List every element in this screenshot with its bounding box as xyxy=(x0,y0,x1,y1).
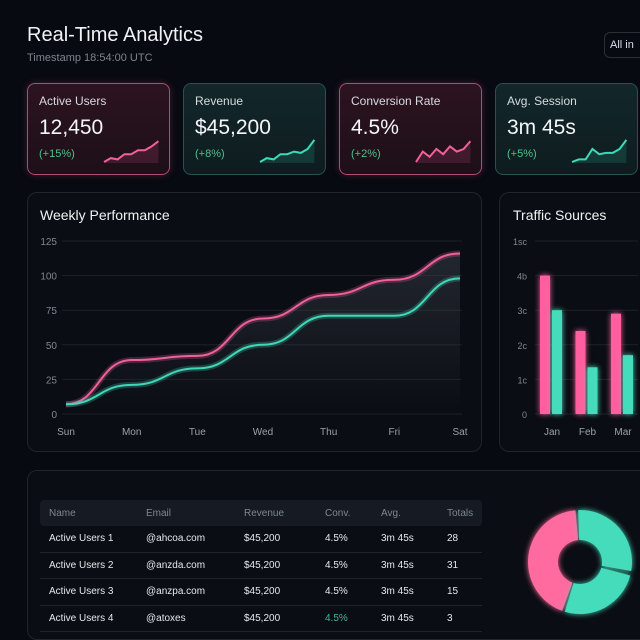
donut-slice-1 xyxy=(578,510,633,572)
table-row[interactable]: Active Users 1 @ahcoa.com $45,200 4.5% 3m 45… xyxy=(40,526,482,553)
sparkline xyxy=(571,139,627,163)
users-table: Name Email Revenue Conv. Avg. Totals Active Us… xyxy=(40,500,482,632)
bar-jan-0 xyxy=(540,275,550,414)
table-cell: @anzda.com xyxy=(146,559,206,571)
kpi-label: Revenue xyxy=(195,94,244,108)
timestamp: Timestamp 18:54:00 UTC xyxy=(27,52,153,64)
kpi-label: Active Users xyxy=(39,94,107,108)
x-tick-label: Mon xyxy=(122,427,141,438)
table-cell: 3m 45s xyxy=(381,612,414,624)
table-cell: Active Users 3 xyxy=(49,586,114,598)
column-header[interactable]: Totals xyxy=(447,507,474,519)
y-tick-label: 2c xyxy=(517,341,527,351)
table-cell: 4.5% xyxy=(325,533,348,545)
table-row[interactable]: Active Users 2 @anzda.com $45,200 4.5% 3m 45… xyxy=(40,553,482,579)
kpi-change: (+8%) xyxy=(195,148,225,160)
x-tick-label: Fri xyxy=(388,427,400,438)
x-tick-label: Tue xyxy=(189,427,206,438)
kpi-value: 12,450 xyxy=(39,116,104,139)
x-tick-label: Sat xyxy=(452,427,467,438)
x-tick-label: Wed xyxy=(253,427,273,438)
sparkline xyxy=(259,139,315,163)
series-line-0 xyxy=(65,252,461,406)
donut-slice-2 xyxy=(564,567,631,614)
bar-feb-1 xyxy=(587,367,598,414)
table-cell: 31 xyxy=(447,559,459,571)
sparkline xyxy=(415,140,471,163)
table-cell: Active Users 1 xyxy=(49,533,114,545)
y-tick-label: 25 xyxy=(46,375,58,386)
filter-dropdown[interactable]: All in xyxy=(604,32,640,58)
y-tick-label: 4b xyxy=(517,272,527,282)
table-row[interactable]: Active Users 4 @atoxes $45,200 4.5% 3m 45s 3 xyxy=(40,606,482,632)
table-cell: @anzpa.com xyxy=(146,586,206,598)
table-cell: $45,200 xyxy=(244,533,281,545)
y-tick-label: 1sc xyxy=(513,237,528,247)
y-tick-label: 50 xyxy=(46,341,58,352)
bar-jan-1 xyxy=(552,310,562,414)
kpi-change: (+15%) xyxy=(39,148,75,160)
table-cell: 3m 45s xyxy=(381,533,414,545)
bar-mar-0 xyxy=(611,313,621,414)
kpi-value: 4.5% xyxy=(351,116,399,139)
kpi-change: (+5%) xyxy=(507,148,537,160)
table-cell: 3m 45s xyxy=(381,559,414,571)
table-cell: @atoxes xyxy=(146,612,186,624)
table-cell: @ahcoa.com xyxy=(146,533,206,545)
table-cell: Active Users 4 xyxy=(49,612,114,624)
table-cell: $45,200 xyxy=(244,612,281,624)
y-tick-label: 0 xyxy=(522,410,527,420)
table-cell: 4.5% xyxy=(325,586,348,598)
y-tick-label: 1c xyxy=(517,375,527,385)
page-title: Real-Time Analytics xyxy=(27,24,203,46)
table-cell: 3m 45s xyxy=(381,586,414,598)
table-cell: $45,200 xyxy=(244,586,281,598)
kpi-label: Avg. Session xyxy=(507,94,577,108)
table-row[interactable]: Active Users 3 @anzpa.com $45,200 4.5% 3m 45… xyxy=(40,579,482,606)
column-header[interactable]: Conv. xyxy=(325,507,351,519)
table-cell: 4.5% xyxy=(325,559,348,571)
x-tick-label: Mar xyxy=(614,427,632,438)
y-tick-label: 0 xyxy=(51,410,57,421)
column-header[interactable]: Email xyxy=(146,507,172,519)
kpi-change: (+2%) xyxy=(351,148,381,160)
column-header[interactable]: Avg. xyxy=(381,507,401,519)
kpi-value: 3m 45s xyxy=(507,116,576,139)
table-header: Name Email Revenue Conv. Avg. Totals xyxy=(40,500,482,526)
y-tick-label: 3c xyxy=(517,306,527,316)
area-fill xyxy=(66,253,460,414)
bar-mar-1 xyxy=(623,355,633,414)
table-cell: Active Users 2 xyxy=(49,559,114,571)
series-line-1 xyxy=(65,277,461,406)
x-tick-label: Feb xyxy=(579,427,597,438)
table-cell: $45,200 xyxy=(244,559,281,571)
table-cell: 28 xyxy=(447,533,459,545)
table-cell: 3 xyxy=(447,612,453,624)
column-header[interactable]: Revenue xyxy=(244,507,285,519)
weekly-performance-title: Weekly Performance xyxy=(40,207,170,223)
kpi-label: Conversion Rate xyxy=(351,94,441,108)
donut-slice-0 xyxy=(528,510,579,611)
traffic-sources-title: Traffic Sources xyxy=(513,207,607,223)
table-cell: 15 xyxy=(447,586,459,598)
kpi-card-active-users[interactable]: Active Users 12,450 (+15%) xyxy=(27,83,170,175)
y-tick-label: 75 xyxy=(46,306,58,317)
y-tick-label: 125 xyxy=(40,237,57,248)
x-tick-label: Jan xyxy=(544,427,560,438)
x-tick-label: Sun xyxy=(57,427,75,438)
kpi-card-avg-session[interactable]: Avg. Session 3m 45s (+5%) xyxy=(495,83,638,175)
y-tick-label: 100 xyxy=(40,272,57,283)
kpi-card-revenue[interactable]: Revenue $45,200 (+8%) xyxy=(183,83,326,175)
kpi-value: $45,200 xyxy=(195,116,271,139)
column-header[interactable]: Name xyxy=(49,507,76,519)
table-cell: 4.5% xyxy=(325,612,348,624)
bar-feb-0 xyxy=(575,330,586,414)
sparkline xyxy=(103,140,159,163)
kpi-card-conversion-rate[interactable]: Conversion Rate 4.5% (+2%) xyxy=(339,83,482,175)
x-tick-label: Thu xyxy=(320,427,337,438)
